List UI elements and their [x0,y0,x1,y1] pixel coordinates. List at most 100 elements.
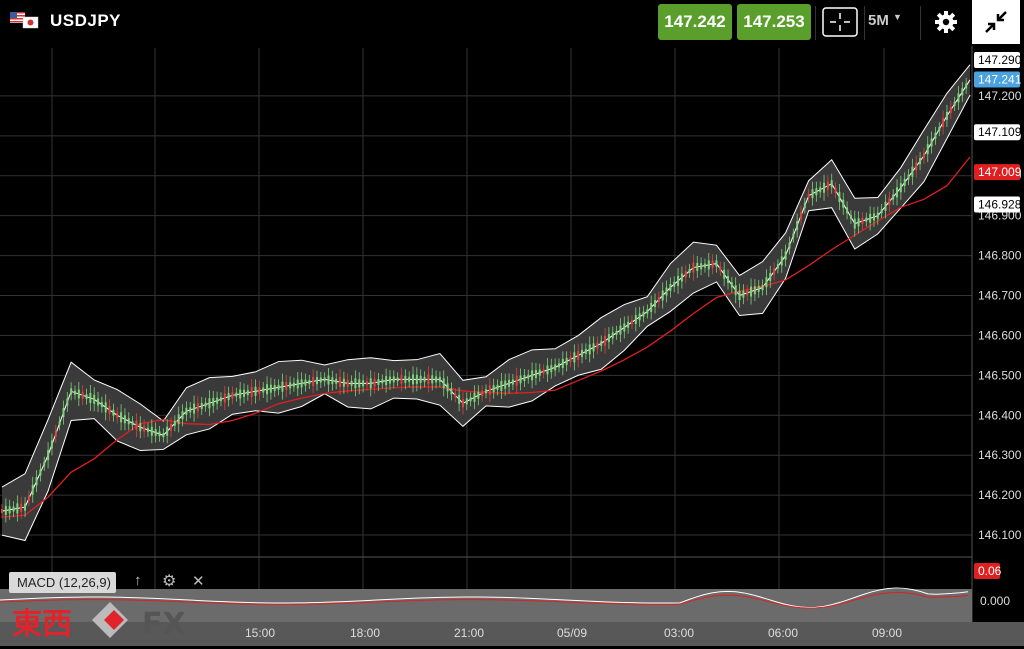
candle-body [508,379,511,387]
candle-body [8,506,11,514]
candle-body [143,425,146,432]
candle-body [415,374,418,384]
crosshair-button[interactable] [820,0,860,44]
candle-body [227,393,230,401]
candle-body [27,495,30,501]
candle-body [39,469,42,476]
candle-body [423,376,426,382]
candle-body [546,365,549,375]
candle-body [404,375,407,383]
macd-indicator-label[interactable]: MACD (12,26,9) [9,572,116,593]
candle-body [469,397,472,402]
candle-body [561,358,564,368]
candle-body [458,394,461,404]
timeframe-selector[interactable]: 5M ▼ [868,12,902,29]
price-axis-label: 147.200 [978,89,1022,103]
candle-body [154,429,157,437]
candle-body [16,503,19,514]
candle-body [830,180,833,188]
price-tag [974,164,1020,181]
price-tag-label: 147.009 [978,165,1022,179]
candle-body [315,377,318,385]
candle-body [911,166,914,177]
move-up-icon[interactable]: ↑ [134,572,142,589]
price-tag-label: 146.928 [978,197,1022,211]
candle-body [454,393,457,398]
candle-body [919,158,922,165]
candle-body [431,375,434,384]
candle-body [177,414,180,425]
candle-body [12,506,15,512]
candle-body [627,321,630,328]
gear-icon [935,11,957,33]
toolbar-divider [920,6,921,40]
sell-price-button[interactable]: 147.242 [658,4,732,40]
candle-body [112,409,115,416]
candle-body [538,369,541,376]
candle-body [573,352,576,363]
close-icon[interactable]: ✕ [192,573,205,590]
candle-body [742,290,745,298]
candle-body [35,477,38,486]
logo-kanji-text: 東西 [12,607,72,642]
buy-price-button[interactable]: 147.253 [737,4,811,40]
toolbar-divider [864,6,865,40]
candle-body [799,212,802,220]
candle-body [715,260,718,267]
candle-body [634,314,637,324]
price-tag [974,124,1020,141]
candle-body [569,356,572,362]
candle-body [596,342,599,349]
gear-icon[interactable]: ⚙ [162,573,177,590]
candle-body [784,251,787,260]
candle-body [269,384,272,393]
candle-body [438,376,441,382]
candle-body [412,374,415,385]
candle-body [692,262,695,273]
price-axis-label: 146.600 [978,328,1022,342]
candle-body [922,153,925,159]
candle-body [865,217,868,222]
candle-body [607,334,610,343]
candle-body [373,378,376,387]
candle-body [381,379,384,384]
instrument-selector[interactable]: USDJPY [10,11,121,31]
price-axis-label: 146.100 [978,528,1022,542]
candle-body [219,397,222,402]
candle-body [872,213,875,221]
candle-body [139,423,142,432]
candle-body [93,394,96,404]
candle-body [953,101,956,106]
candle-body [588,344,591,355]
candle-body [753,286,756,295]
crosshair-icon [822,7,858,37]
candle-body [435,376,438,383]
price-tag [974,196,1020,213]
candle-body [473,392,476,402]
settings-button[interactable] [928,0,964,44]
collapse-button[interactable] [972,0,1020,44]
price-chart[interactable]: 147.200147.100147.000146.900146.800146.7… [0,46,1024,646]
candle-body [73,390,76,395]
candle-body [419,375,422,383]
candle-body [461,399,464,408]
price-axis-label: 146.700 [978,289,1022,303]
candle-body [957,93,960,103]
candle-body [281,381,284,392]
candle-body [385,376,388,386]
candle-body [761,285,764,291]
candle-body [362,380,365,387]
candle-body [696,262,699,271]
candle-body [266,384,269,395]
candle-body [485,389,487,394]
candle-body [108,405,111,414]
candle-body [388,376,391,384]
time-axis-label: 21:00 [454,626,485,640]
candle-body [703,263,706,268]
candle-body [846,207,849,214]
candle-body [788,242,791,249]
candle-body [365,381,368,386]
candle-body [235,392,238,397]
time-axis-label: 05/09 [557,626,588,640]
candle-body [254,386,257,396]
